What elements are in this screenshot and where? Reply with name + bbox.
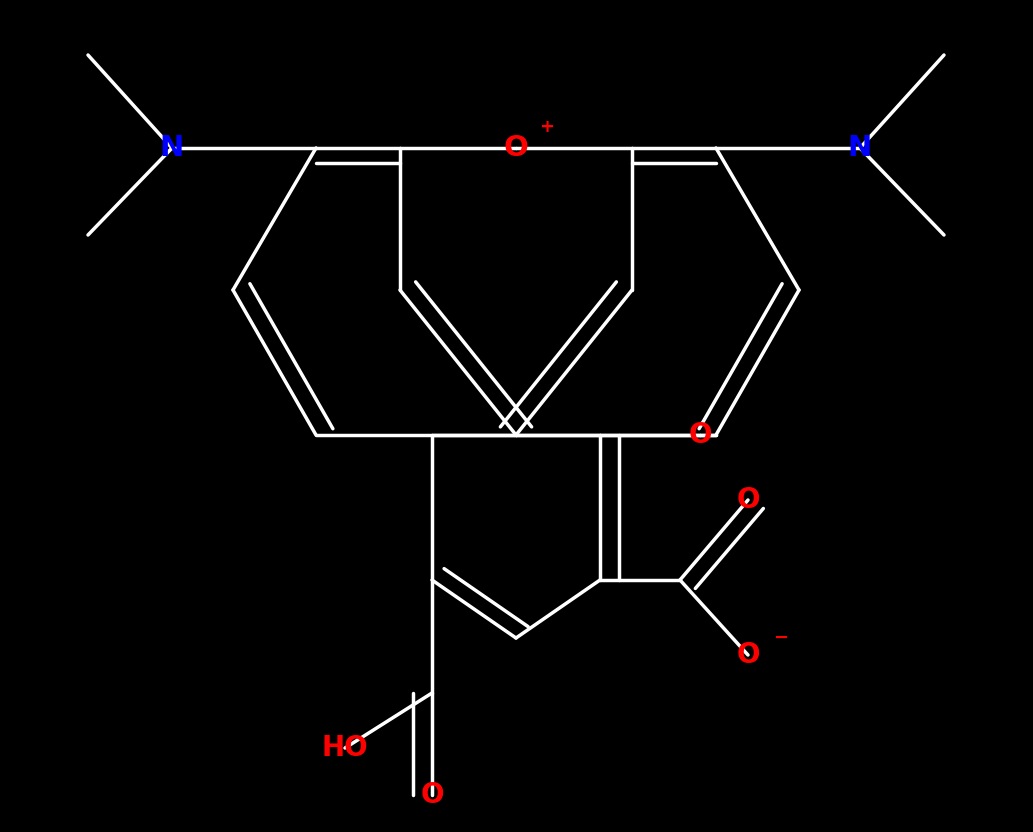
Text: HO: HO xyxy=(321,734,369,762)
Text: −: − xyxy=(774,629,788,647)
Text: N: N xyxy=(848,134,872,162)
Text: O: O xyxy=(420,781,444,809)
Text: O: O xyxy=(737,486,759,514)
Text: N: N xyxy=(160,134,184,162)
Text: +: + xyxy=(539,118,555,136)
Text: O: O xyxy=(503,134,529,162)
Text: O: O xyxy=(688,421,712,449)
Text: O: O xyxy=(737,641,759,669)
